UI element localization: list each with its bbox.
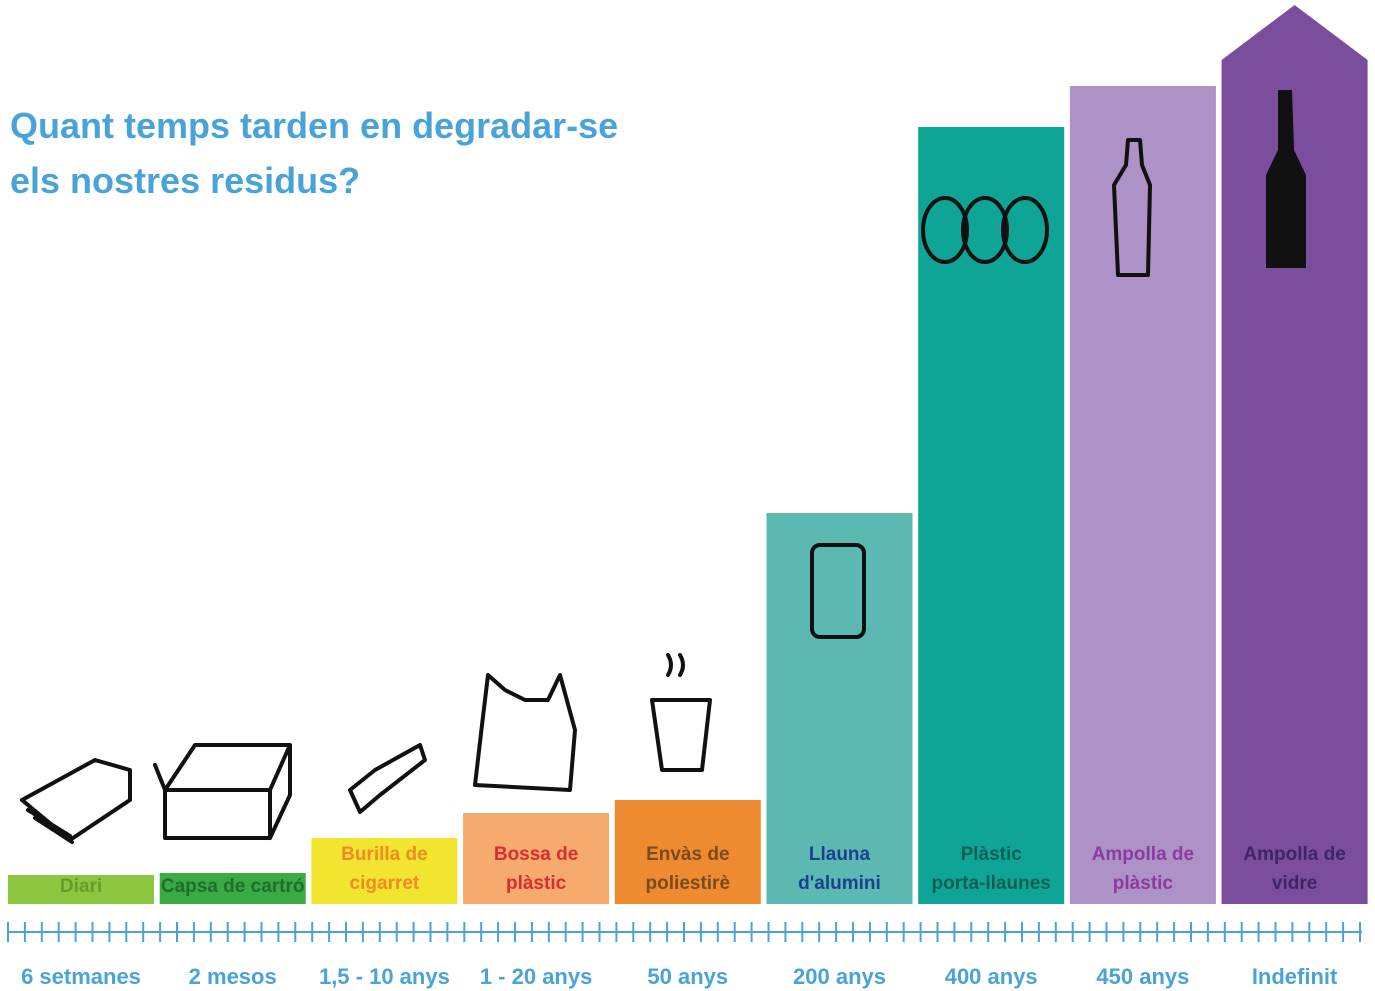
bag-icon — [473, 673, 577, 792]
bar — [159, 873, 306, 904]
duration-label: 50 anys — [647, 964, 728, 989]
bar-label: poliestirè — [646, 873, 730, 894]
bar-label: vidre — [1272, 873, 1317, 894]
bar — [614, 800, 761, 904]
glass-bottle-icon — [1266, 90, 1306, 268]
bar — [8, 875, 154, 904]
bar-label: porta-llaunes — [932, 873, 1051, 894]
bar-label: Envàs de — [646, 844, 729, 865]
duration-label: 6 setmanes — [21, 964, 141, 989]
plastic-bottle-icon — [1112, 138, 1152, 277]
bar-label: cigarret — [350, 873, 420, 894]
box-icon — [153, 743, 292, 840]
bar-label: plàstic — [506, 873, 567, 894]
duration-label: Indefinit — [1252, 964, 1338, 989]
bar-label: d'alumini — [798, 873, 881, 894]
rings-icon — [921, 196, 1049, 264]
bar-label: Capsa de cartró — [161, 876, 305, 897]
title-line: Quant temps tarden en degradar-se — [10, 105, 618, 146]
bar-label: Diari — [60, 876, 102, 897]
cup-icon — [650, 653, 712, 772]
bar — [1069, 86, 1216, 904]
icons — [20, 90, 1306, 844]
bar-label: plàstic — [1113, 873, 1174, 894]
can-icon — [810, 543, 866, 639]
bars: Diari Capsa de cartró Burilla de cigarret Bo… — [8, 5, 1368, 904]
bar — [1221, 5, 1368, 904]
duration-label: 450 anys — [1096, 964, 1189, 989]
bar-label: Plàstic — [961, 844, 1023, 865]
bar-label: Ampolla de — [1092, 844, 1194, 865]
title-line: els nostres residus? — [10, 160, 360, 201]
duration-label: 1,5 - 10 anys — [319, 964, 450, 989]
bar-label: Bossa de — [494, 844, 578, 865]
bar — [463, 813, 610, 904]
bar-label: Ampolla de — [1243, 844, 1345, 865]
bar — [311, 838, 458, 904]
duration-label: 400 anys — [945, 964, 1038, 989]
duration-label: 200 anys — [793, 964, 886, 989]
timeline: 6 setmanes 2 mesos 1,5 - 10 anys 1 - 20 any… — [7, 922, 1362, 989]
duration-label: 2 mesos — [189, 964, 277, 989]
bar-label: Llauna — [809, 844, 871, 865]
cigarette-icon — [348, 743, 427, 814]
bar — [918, 127, 1065, 904]
duration-label: 1 - 20 anys — [480, 964, 593, 989]
bar — [766, 513, 913, 904]
newspaper-icon — [20, 758, 132, 844]
bar-label: Burilla de — [341, 844, 428, 865]
